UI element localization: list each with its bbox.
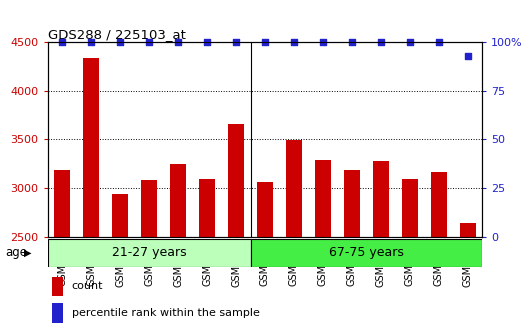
Point bbox=[377, 39, 385, 45]
Point bbox=[348, 39, 356, 45]
Point bbox=[232, 39, 240, 45]
Bar bbox=[402, 179, 418, 237]
Point bbox=[261, 39, 269, 45]
Point bbox=[435, 39, 443, 45]
Text: 21-27 years: 21-27 years bbox=[112, 246, 187, 259]
Point bbox=[116, 39, 125, 45]
Bar bbox=[286, 140, 302, 237]
Bar bbox=[112, 194, 128, 237]
Text: GDS288 / 225103_at: GDS288 / 225103_at bbox=[48, 28, 186, 41]
Text: ▶: ▶ bbox=[24, 248, 31, 258]
Point bbox=[464, 53, 472, 58]
Point bbox=[58, 39, 66, 45]
Bar bbox=[251, 239, 482, 267]
Bar bbox=[48, 239, 251, 267]
Bar bbox=[344, 170, 360, 237]
Point bbox=[145, 39, 153, 45]
Bar bbox=[83, 57, 99, 237]
Text: count: count bbox=[72, 282, 103, 291]
Bar bbox=[141, 180, 157, 237]
Bar bbox=[315, 160, 331, 237]
Bar bbox=[54, 170, 70, 237]
Bar bbox=[52, 277, 63, 296]
Point bbox=[319, 39, 327, 45]
Bar bbox=[228, 124, 244, 237]
Bar bbox=[170, 164, 186, 237]
Bar bbox=[199, 179, 215, 237]
Point bbox=[290, 39, 298, 45]
Text: 67-75 years: 67-75 years bbox=[329, 246, 404, 259]
Bar bbox=[373, 161, 389, 237]
Bar bbox=[52, 303, 63, 323]
Text: age: age bbox=[5, 246, 28, 259]
Bar bbox=[460, 223, 476, 237]
Bar bbox=[257, 182, 273, 237]
Text: percentile rank within the sample: percentile rank within the sample bbox=[72, 308, 260, 318]
Point bbox=[87, 39, 95, 45]
Point bbox=[203, 39, 211, 45]
Point bbox=[174, 39, 182, 45]
Bar bbox=[431, 172, 447, 237]
Point bbox=[405, 39, 414, 45]
